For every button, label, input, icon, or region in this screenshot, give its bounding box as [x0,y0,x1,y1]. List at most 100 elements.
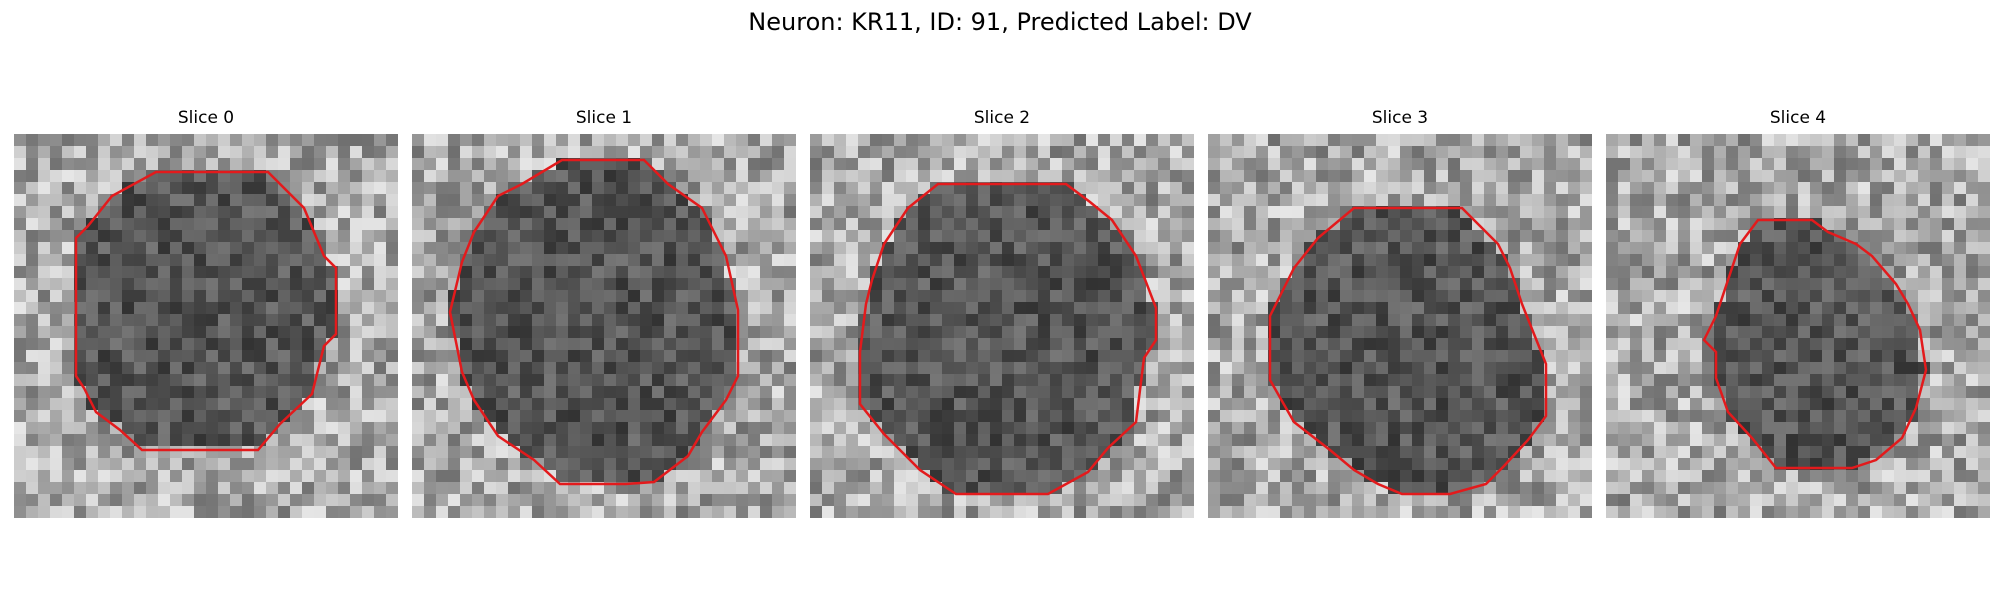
pixel [1966,326,1979,339]
pixel [1786,434,1799,447]
pixel [374,434,387,447]
pixel [724,326,737,339]
pixel [724,182,737,195]
pixel [134,434,147,447]
pixel [906,182,919,195]
pixel [86,482,99,495]
pixel [1846,314,1859,327]
pixel [1508,158,1521,171]
pixel [158,386,171,399]
pixel [508,506,521,518]
pixel [1182,266,1194,279]
pixel [1834,206,1847,219]
pixel [1532,410,1545,423]
pixel [62,146,75,159]
pixel [1268,278,1281,291]
pixel [906,302,919,315]
pixel [1038,506,1051,518]
pixel [218,206,231,219]
pixel [532,410,545,423]
pixel [616,314,629,327]
pixel [302,458,315,471]
pixel [62,446,75,459]
pixel [1798,434,1811,447]
pixel [568,182,581,195]
pixel [918,458,931,471]
pixel [290,422,303,435]
pixel [1086,302,1099,315]
pixel [1532,230,1545,243]
pixel [1232,146,1245,159]
pixel [1086,350,1099,363]
pixel [846,434,859,447]
pixel [1568,470,1581,483]
pixel [568,278,581,291]
pixel [1062,470,1075,483]
pixel [1472,458,1485,471]
pixel [1556,506,1569,518]
pixel [930,290,943,303]
pixel [1954,218,1967,231]
pixel [326,134,339,147]
pixel [568,134,581,147]
pixel [942,218,955,231]
pixel [1642,266,1655,279]
pixel [918,326,931,339]
pixel [1810,254,1823,267]
pixel [182,398,195,411]
pixel [1472,242,1485,255]
pixel [846,218,859,231]
pixel [592,374,605,387]
pixel [266,146,279,159]
pixel [1026,362,1039,375]
pixel [1074,278,1087,291]
pixel [508,290,521,303]
pixel [1822,254,1835,267]
pixel [1388,434,1401,447]
pixel [460,290,473,303]
pixel [810,470,823,483]
pixel [1448,362,1461,375]
pixel [568,146,581,159]
pixel [338,386,351,399]
pixel [1654,242,1667,255]
pixel [74,458,87,471]
pixel [652,302,665,315]
pixel [14,374,27,387]
pixel [1738,242,1751,255]
pixel [1556,314,1569,327]
pixel [460,326,473,339]
pixel [1870,434,1883,447]
pixel [532,374,545,387]
pixel [990,446,1003,459]
pixel [894,314,907,327]
pixel [338,470,351,483]
pixel [1618,290,1631,303]
pixel [508,422,521,435]
pixel [146,326,159,339]
pixel [604,326,617,339]
pixel [966,302,979,315]
pixel [1388,326,1401,339]
pixel [448,158,461,171]
pixel [1388,314,1401,327]
pixel [62,506,75,518]
pixel [1726,170,1739,183]
pixel [810,290,823,303]
pixel [784,374,796,387]
pixel [1038,446,1051,459]
pixel [1532,182,1545,195]
pixel [1690,254,1703,267]
pixel [1654,314,1667,327]
pixel [1460,434,1473,447]
pixel [1376,314,1389,327]
pixel [14,494,27,507]
pixel [266,314,279,327]
pixel [784,350,796,363]
pixel [858,446,871,459]
pixel [604,458,617,471]
pixel [1556,446,1569,459]
pixel [954,506,967,518]
pixel [810,386,823,399]
pixel [314,182,327,195]
